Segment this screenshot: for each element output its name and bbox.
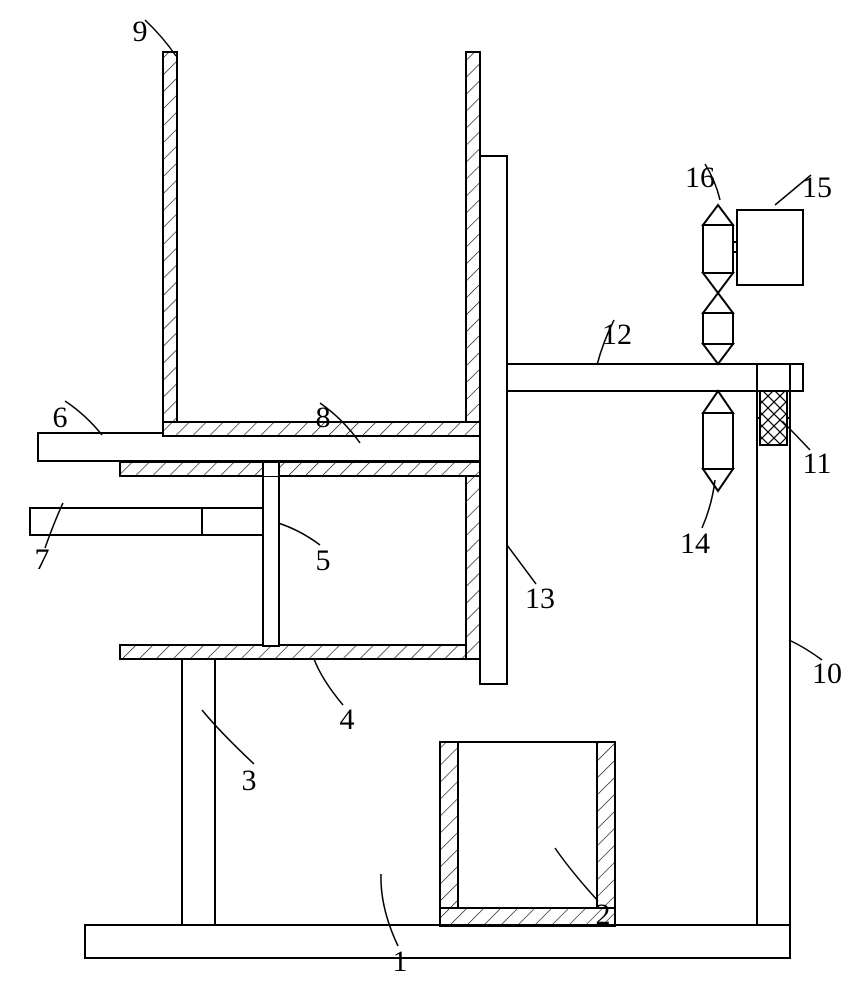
cone-16a-body [703, 225, 733, 273]
cone-16b-bottip [703, 344, 733, 364]
label-n3: 3 [242, 764, 257, 797]
leader-l4 [314, 659, 343, 705]
label-n9: 9 [133, 15, 148, 48]
cone-16a-toptip [703, 205, 733, 225]
piston-5 [263, 476, 279, 646]
box4-right [466, 462, 480, 659]
cup-bottom-wall [440, 908, 615, 926]
label-n5: 5 [316, 544, 331, 577]
column-3 [182, 659, 215, 926]
motor-15 [737, 210, 803, 285]
box4-top [120, 462, 480, 476]
label-n16: 16 [685, 161, 715, 194]
leader-l14 [702, 480, 715, 528]
rod-7-ext [202, 508, 263, 535]
rod-6 [38, 433, 480, 461]
column-10 [757, 418, 790, 926]
stub-8 [263, 461, 279, 462]
plate-13 [480, 156, 507, 684]
label-n12: 12 [602, 318, 632, 351]
cone-16b-body [703, 313, 733, 344]
leader-l6 [65, 401, 102, 435]
label-n4: 4 [340, 703, 355, 736]
leader-l13 [507, 545, 536, 584]
label-n14: 14 [680, 527, 710, 560]
label-n1: 1 [393, 945, 408, 978]
box4-cavity [120, 476, 466, 645]
cup-left-wall [440, 742, 458, 926]
label-n8: 8 [316, 401, 331, 434]
label-n6: 6 [53, 401, 68, 434]
top-notch [263, 462, 279, 476]
leader-l9 [145, 20, 176, 56]
base-1 [85, 925, 790, 958]
label-n7: 7 [35, 543, 50, 576]
cone-16a-bottip [703, 273, 733, 293]
bearing-bottom [760, 391, 787, 445]
cone-16b-toptip [703, 293, 733, 313]
label-n2: 2 [596, 898, 611, 931]
label-n15: 15 [802, 171, 832, 204]
cone-14-body [703, 413, 733, 469]
label-n11: 11 [803, 447, 832, 480]
tube9-right [466, 52, 480, 436]
cup-inner [458, 742, 597, 908]
tube9-inner [177, 52, 466, 422]
motor-link [733, 242, 737, 252]
label-n13: 13 [525, 582, 555, 615]
label-n10: 10 [812, 657, 842, 690]
cone-14-toptip [703, 391, 733, 413]
box4-bottom [120, 645, 480, 659]
tube9-left [163, 52, 177, 436]
cone-14-bottip [703, 469, 733, 491]
